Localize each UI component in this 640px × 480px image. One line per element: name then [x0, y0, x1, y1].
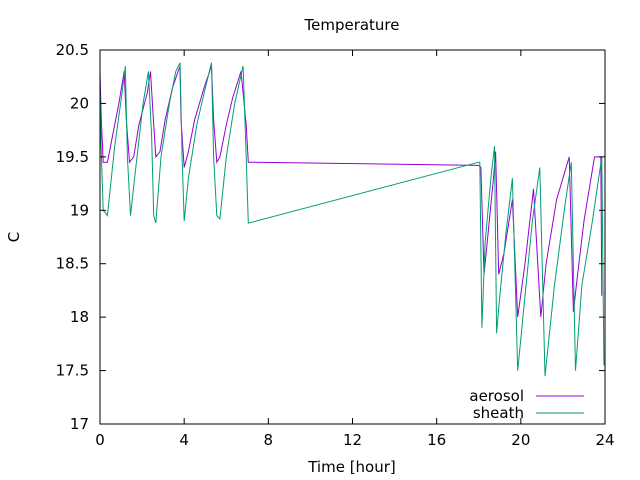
plot-frame	[99, 49, 606, 425]
chart-title: Temperature	[303, 16, 399, 34]
x-axis-label: Time [hour]	[307, 458, 396, 476]
series-line-sheath	[99, 62, 605, 376]
y-tick-label: 19.5	[56, 148, 89, 166]
y-tick-label: 20.5	[56, 41, 89, 59]
y-tick-label: 18	[70, 308, 89, 326]
x-tick-label: 16	[427, 431, 446, 449]
y-tick-label: 18.5	[56, 255, 89, 273]
legend-label-aerosol: aerosol	[469, 387, 524, 405]
y-tick-label: 17	[70, 415, 89, 433]
x-tick-label: 12	[343, 431, 362, 449]
x-tick-label: 24	[595, 431, 614, 449]
y-axis-label: C	[5, 232, 23, 242]
x-tick-label: 8	[264, 431, 274, 449]
y-tick-label: 19	[70, 201, 89, 219]
series-line-aerosol	[99, 65, 603, 318]
x-tick-label: 0	[95, 431, 105, 449]
series-layer	[99, 62, 605, 376]
y-tick-label: 20	[70, 94, 89, 112]
x-tick-label: 4	[179, 431, 189, 449]
y-tick-label: 17.5	[56, 362, 89, 380]
ticks-layer: 0 4 8 12 16 20 24 17 17.5 18 18.5 19 19.5 20 20.5	[56, 41, 615, 449]
legend-label-sheath: sheath	[473, 404, 524, 422]
x-tick-label: 20	[511, 431, 530, 449]
